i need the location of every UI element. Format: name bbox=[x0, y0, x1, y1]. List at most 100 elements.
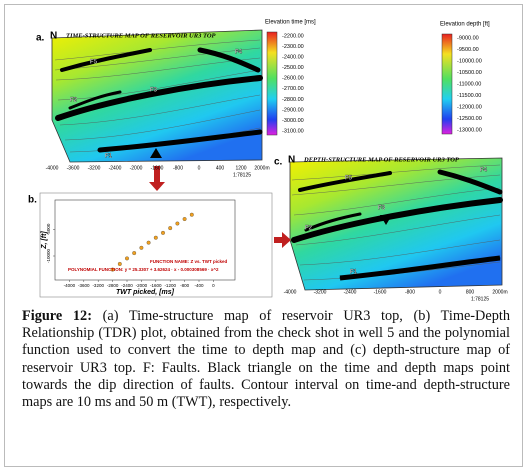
fault-label: F5 bbox=[345, 176, 353, 182]
colorbar-label: -9500.00 bbox=[457, 47, 479, 53]
x-tick-label: -800 bbox=[180, 283, 190, 288]
figure: a. N TIME-STRUCTURE MAP OF RESERVOIR UR3 T… bbox=[28, 20, 508, 303]
x-tick-label: 0 bbox=[198, 165, 201, 171]
data-point bbox=[175, 221, 180, 226]
data-point bbox=[125, 256, 129, 261]
tdr-plot-area bbox=[54, 199, 236, 281]
x-tick-label: -4000 bbox=[46, 165, 59, 171]
x-tick-label: 2000m bbox=[254, 165, 269, 171]
map-title: DEPTH-STRUCTURE MAP OF RESERVOIR UR3 TOP bbox=[303, 156, 460, 163]
x-tick-label: -2400 bbox=[344, 289, 357, 295]
data-point bbox=[117, 261, 122, 266]
x-tick-label: -1600 bbox=[150, 283, 162, 288]
fault-label: F4 bbox=[235, 50, 243, 56]
x-tick-label: -1200 bbox=[164, 283, 176, 288]
x-tick-label: -2000 bbox=[136, 283, 148, 288]
colorbar-label: -3000.00 bbox=[282, 118, 304, 124]
depth-map bbox=[289, 157, 503, 291]
x-tick-label: -4000 bbox=[64, 283, 76, 288]
map-title: TIME-STRUCTURE MAP OF RESERVOIR UR3 TOP bbox=[66, 32, 217, 39]
colorbar-label: -13000.00 bbox=[457, 127, 482, 133]
x-tick-label: 0 bbox=[439, 289, 442, 295]
colorbar-label: -2400.00 bbox=[282, 55, 304, 61]
figure-frame bbox=[4, 4, 523, 467]
panel-label: c. bbox=[274, 157, 283, 168]
colorbar-label: -12000.00 bbox=[457, 104, 482, 110]
tdr-panel bbox=[39, 192, 273, 298]
caption-text: (a) Time-structure map of reservoir UR3 … bbox=[22, 308, 510, 411]
data-point bbox=[110, 267, 115, 272]
data-point bbox=[146, 240, 151, 245]
colorbar-label: -11500.00 bbox=[457, 93, 481, 99]
colorbar bbox=[266, 31, 278, 136]
fault-label: F1 bbox=[350, 270, 358, 276]
x-tick-label: -3200 bbox=[92, 283, 104, 288]
data-point bbox=[153, 235, 158, 240]
fault-label: F2 bbox=[305, 226, 313, 232]
x-tick-label: -1600 bbox=[151, 165, 164, 171]
x-tick-label: 2000m bbox=[492, 289, 507, 295]
y-tick-label: -5000 bbox=[46, 223, 51, 235]
colorbar-label: -2300.00 bbox=[282, 44, 304, 50]
fault-label: F5 bbox=[90, 60, 98, 66]
y-axis-label: Z, [ft] bbox=[41, 231, 48, 250]
x-tick-label: -3200 bbox=[88, 165, 101, 171]
data-point bbox=[139, 245, 144, 250]
x-tick-label: 400 bbox=[216, 165, 225, 171]
x-tick-label: -2000 bbox=[130, 165, 143, 171]
colorbar-label: -2200.00 bbox=[282, 33, 304, 39]
x-tick-label: -3600 bbox=[67, 165, 80, 171]
annotation: POLYNOMIAL FUNCTION: y = 25.3307 + 3.626… bbox=[68, 267, 219, 272]
colorbar-label: -10000.00 bbox=[457, 58, 482, 64]
fault-label: F4 bbox=[480, 168, 488, 174]
caption: Figure 12: (a) Time-structure map of res… bbox=[22, 308, 510, 411]
fault-label: F2 bbox=[70, 98, 78, 104]
x-tick-label: -800 bbox=[405, 289, 415, 295]
x-tick-label: -1600 bbox=[374, 289, 387, 295]
x-tick-label: -2400 bbox=[109, 165, 122, 171]
x-tick-label: -3200 bbox=[314, 289, 327, 295]
data-point bbox=[168, 226, 173, 231]
colorbar-label: -2600.00 bbox=[282, 76, 304, 82]
x-tick-label: -4000 bbox=[284, 289, 297, 295]
colorbar-label: -11000.00 bbox=[457, 81, 481, 87]
y-tick-label: -10000 bbox=[46, 248, 51, 263]
arrow bbox=[149, 166, 165, 191]
caption-label: Figure 12: bbox=[22, 308, 92, 324]
colorbar-label: -10500.00 bbox=[457, 70, 482, 76]
colorbar-title: Elevation depth [ft] bbox=[440, 22, 490, 28]
colorbar-label: -2700.00 bbox=[282, 86, 304, 92]
x-tick-label: 1200 bbox=[235, 165, 246, 171]
x-axis-label: TWT picked, [ms] bbox=[116, 289, 175, 296]
north-arrow: N bbox=[288, 155, 295, 166]
colorbar-label: -9000.00 bbox=[457, 35, 479, 41]
data-point bbox=[161, 230, 165, 235]
map-scale: 1:78125 bbox=[233, 172, 251, 178]
x-tick-label: 0 bbox=[212, 283, 215, 288]
time-map bbox=[51, 29, 263, 163]
colorbar-label: -2800.00 bbox=[282, 97, 304, 103]
data-point bbox=[189, 212, 194, 217]
data-point bbox=[182, 217, 187, 221]
annotation: FUNCTION NAME: Z vs. TWT picked bbox=[150, 259, 228, 264]
x-tick-label: -800 bbox=[173, 165, 183, 171]
map-scale: 1:78125 bbox=[471, 296, 489, 302]
fault-label: F3 bbox=[378, 206, 386, 212]
colorbar-label: -2500.00 bbox=[282, 65, 304, 71]
colorbar bbox=[441, 33, 453, 135]
x-tick-label: -400 bbox=[194, 283, 204, 288]
x-tick-label: 800 bbox=[466, 289, 475, 295]
fault-label: F3 bbox=[150, 88, 158, 94]
arrow bbox=[274, 232, 291, 248]
colorbar-title: Elevation time [ms] bbox=[265, 20, 316, 26]
panel-label: a. bbox=[36, 33, 45, 44]
north-arrow: N bbox=[50, 31, 57, 42]
x-tick-label: -2800 bbox=[107, 283, 119, 288]
colorbar-label: -12500.00 bbox=[457, 116, 482, 122]
colorbar-label: -3100.00 bbox=[282, 128, 304, 134]
x-tick-label: -3600 bbox=[78, 283, 90, 288]
data-point bbox=[132, 251, 137, 256]
fault-label: F1 bbox=[105, 154, 113, 160]
colorbar-label: -2900.00 bbox=[282, 107, 304, 113]
panel-label: b. bbox=[28, 195, 37, 206]
